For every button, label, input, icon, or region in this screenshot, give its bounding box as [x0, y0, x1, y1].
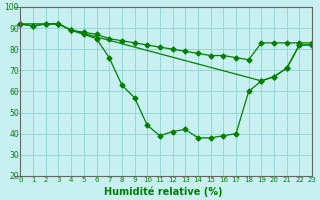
X-axis label: Humidité relative (%): Humidité relative (%)	[104, 186, 222, 197]
